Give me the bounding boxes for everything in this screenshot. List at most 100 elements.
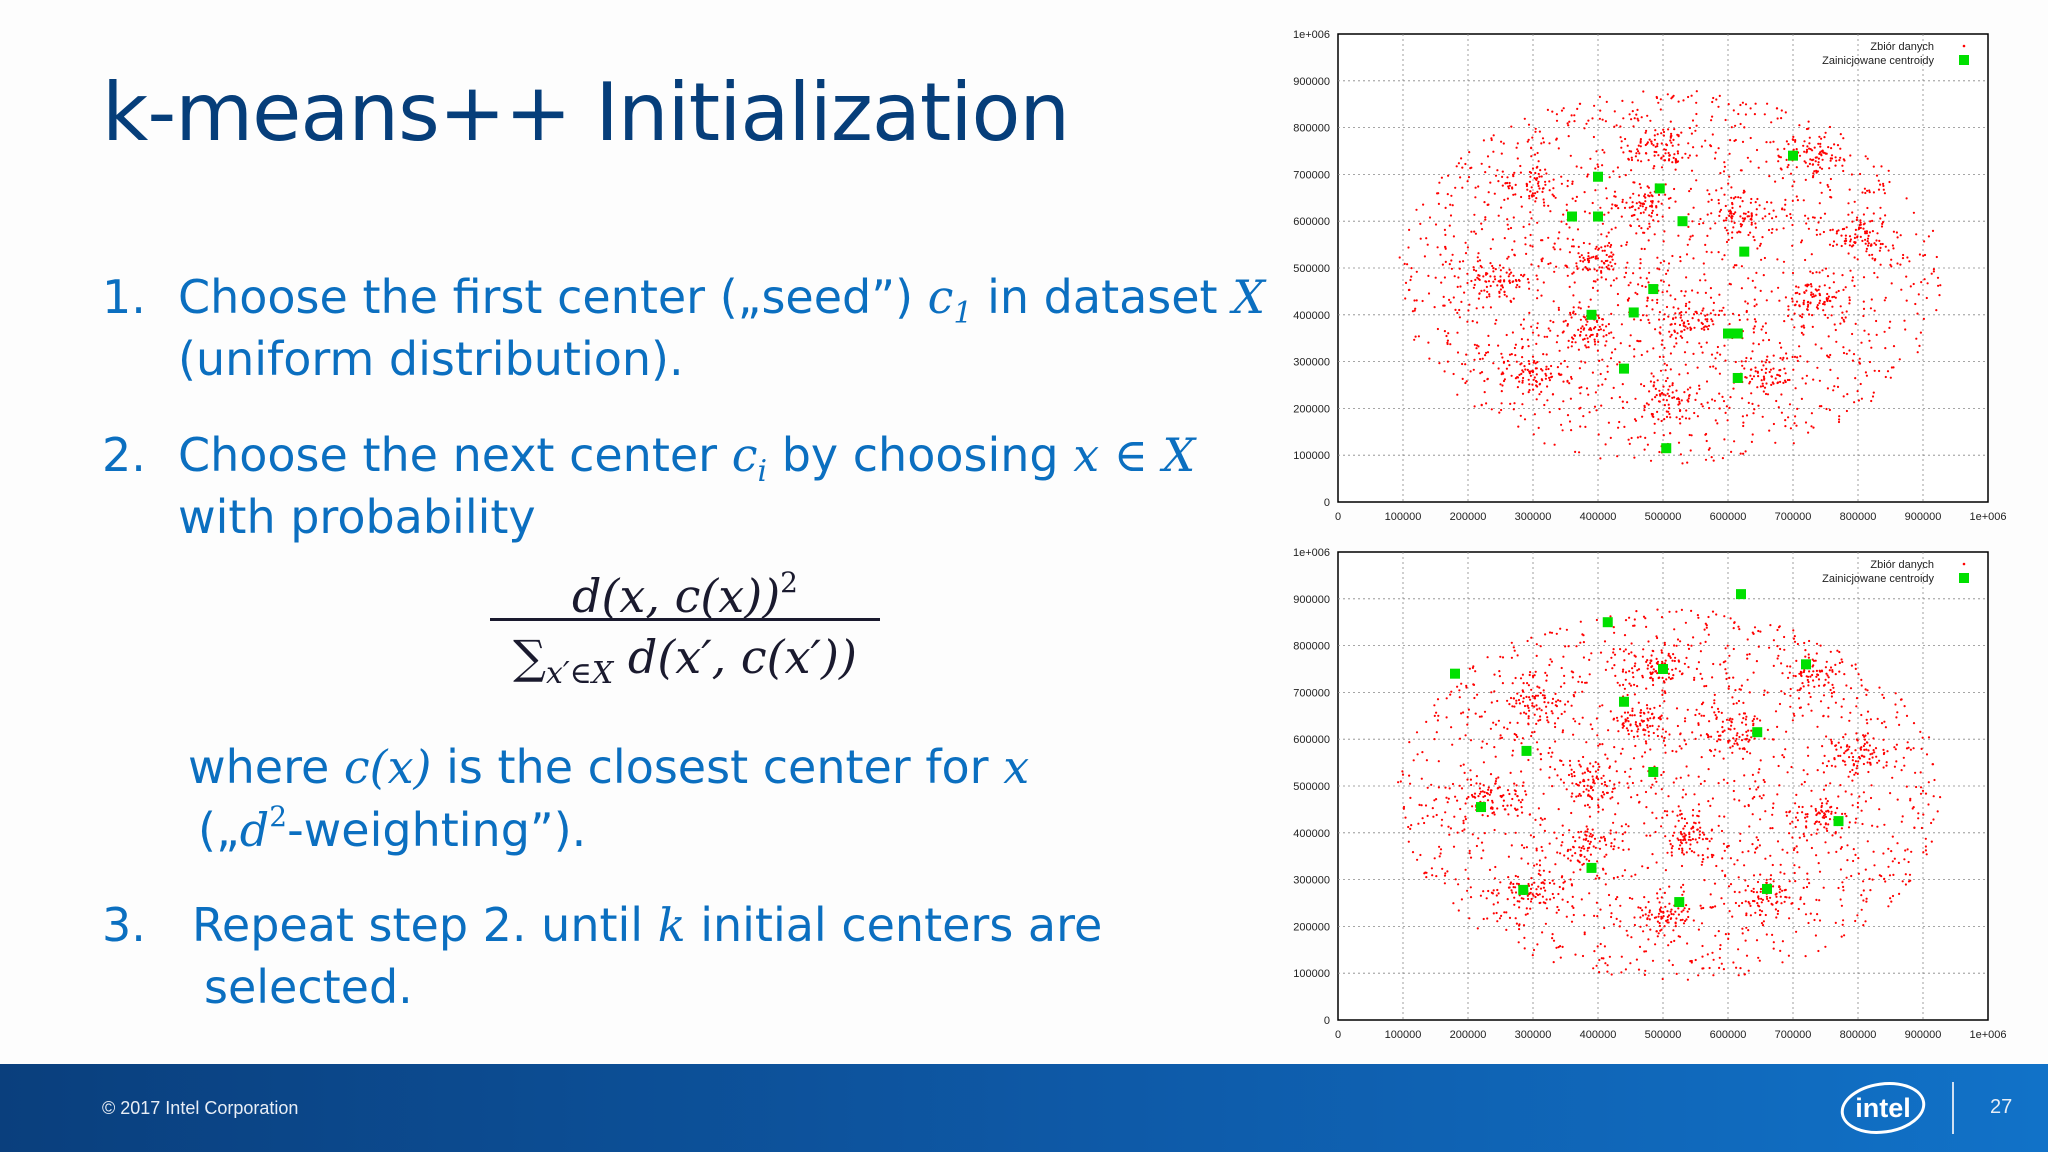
data-point — [1506, 257, 1509, 260]
data-point — [1646, 114, 1649, 117]
data-point — [1862, 314, 1865, 318]
data-point — [1593, 340, 1596, 343]
data-point — [1561, 945, 1564, 948]
data-point — [1549, 210, 1552, 213]
data-point — [1499, 881, 1502, 884]
data-point — [1801, 714, 1804, 717]
data-point — [1732, 109, 1735, 112]
data-point — [1802, 144, 1805, 147]
data-point — [1827, 146, 1830, 149]
data-point — [1539, 691, 1542, 695]
data-point — [1915, 785, 1918, 789]
data-point — [1734, 901, 1737, 905]
data-point — [1542, 689, 1545, 692]
data-point — [1629, 962, 1632, 965]
data-point — [1576, 228, 1580, 231]
data-point — [1672, 306, 1675, 309]
data-point — [1639, 145, 1642, 148]
data-point — [1814, 160, 1817, 163]
data-point — [1933, 778, 1936, 782]
data-point — [1655, 96, 1659, 100]
data-point — [1520, 857, 1523, 860]
data-point — [1498, 675, 1501, 678]
data-point — [1623, 869, 1627, 872]
data-point — [1624, 770, 1627, 773]
data-point — [1744, 738, 1747, 741]
data-point — [1815, 854, 1818, 857]
data-point — [1762, 339, 1765, 342]
data-point — [1684, 793, 1687, 796]
data-point — [1845, 815, 1848, 818]
data-point — [1670, 854, 1673, 857]
data-point — [1648, 909, 1651, 912]
data-point — [1821, 269, 1824, 272]
data-point — [1621, 198, 1624, 201]
data-point — [1500, 140, 1503, 143]
data-point — [1748, 787, 1751, 790]
data-point — [1766, 102, 1769, 105]
data-point — [1544, 372, 1547, 375]
data-point — [1700, 756, 1703, 759]
data-point — [1439, 848, 1443, 851]
data-point — [1639, 925, 1642, 928]
data-point — [1642, 211, 1645, 214]
data-point — [1698, 821, 1701, 824]
data-point — [1663, 418, 1666, 421]
data-point — [1830, 764, 1833, 767]
data-point — [1485, 296, 1488, 299]
data-point — [1730, 724, 1733, 727]
data-point — [1766, 897, 1769, 900]
data-point — [1794, 292, 1797, 295]
data-point — [1644, 131, 1647, 134]
data-point — [1541, 369, 1544, 372]
data-point — [1490, 408, 1493, 411]
data-point — [1643, 193, 1647, 196]
data-point — [1537, 180, 1540, 183]
data-point — [1688, 190, 1691, 193]
data-point — [1661, 291, 1664, 294]
data-point — [1512, 280, 1515, 283]
data-point — [1872, 165, 1875, 168]
data-point — [1543, 829, 1546, 832]
data-point — [1596, 289, 1599, 292]
data-point — [1789, 694, 1792, 697]
data-point — [1867, 770, 1870, 774]
data-point — [1526, 682, 1529, 685]
data-point — [1652, 385, 1655, 388]
data-point — [1601, 318, 1605, 321]
data-point — [1781, 889, 1784, 892]
data-point — [1888, 326, 1891, 329]
data-point — [1798, 866, 1801, 869]
data-point — [1540, 239, 1543, 242]
data-point — [1815, 233, 1818, 236]
data-point — [1724, 875, 1727, 878]
data-point — [1881, 222, 1884, 225]
data-point — [1728, 152, 1731, 155]
data-point — [1681, 415, 1684, 418]
data-point — [1683, 832, 1686, 835]
data-point — [1780, 411, 1783, 414]
data-point — [1466, 778, 1469, 781]
data-point — [1465, 353, 1468, 356]
data-point — [1696, 291, 1699, 294]
data-point — [1811, 673, 1814, 677]
data-point — [1459, 176, 1462, 179]
data-point — [1744, 723, 1748, 726]
data-point — [1563, 880, 1566, 883]
data-point — [1871, 253, 1874, 256]
data-point — [1586, 257, 1589, 260]
data-point — [1729, 139, 1732, 142]
data-point — [1662, 398, 1665, 401]
data-point — [1831, 296, 1834, 299]
data-point — [1931, 229, 1935, 232]
data-point — [1626, 693, 1629, 697]
data-point — [1723, 902, 1726, 905]
data-point — [1660, 156, 1663, 159]
data-point — [1590, 256, 1593, 259]
data-point — [1587, 340, 1590, 343]
data-point — [1671, 963, 1674, 967]
data-point — [1639, 724, 1642, 727]
data-point — [1883, 823, 1886, 826]
data-point — [1719, 944, 1722, 947]
data-point — [1635, 232, 1638, 235]
